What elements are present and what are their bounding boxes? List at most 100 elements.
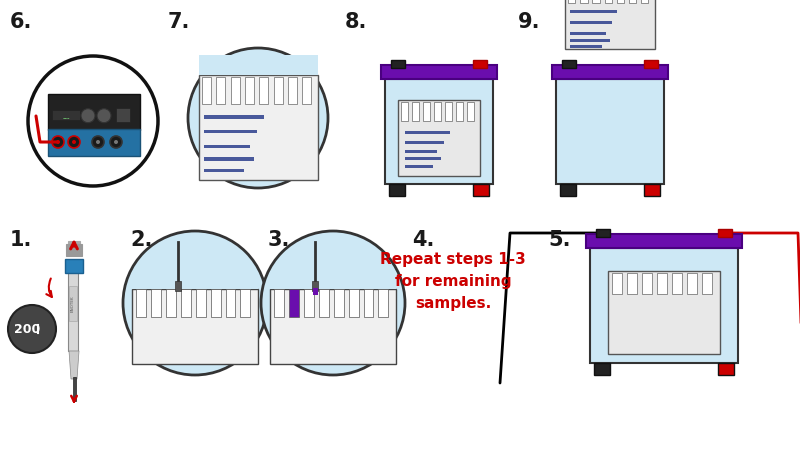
Text: 7.: 7. — [168, 12, 190, 32]
Circle shape — [72, 141, 76, 145]
Bar — [205, 116, 264, 120]
Bar — [586, 235, 742, 249]
Bar — [198, 75, 318, 180]
Bar — [570, 41, 610, 43]
Bar — [274, 289, 284, 318]
Bar — [658, 273, 666, 295]
Text: 4.: 4. — [412, 230, 434, 249]
Bar — [181, 289, 190, 318]
Bar — [385, 80, 493, 184]
Bar — [565, 0, 655, 50]
Bar — [289, 289, 299, 318]
Circle shape — [52, 137, 64, 149]
Bar — [389, 184, 405, 197]
Bar — [556, 80, 664, 184]
Bar — [687, 273, 697, 295]
Bar — [270, 271, 396, 289]
Circle shape — [8, 305, 56, 353]
Bar — [445, 102, 452, 122]
Bar — [629, 0, 636, 5]
Bar — [217, 78, 225, 105]
Circle shape — [28, 57, 158, 187]
Bar — [68, 272, 78, 351]
Text: 2.: 2. — [130, 230, 152, 249]
Bar — [473, 61, 487, 69]
Bar — [405, 132, 450, 135]
Circle shape — [123, 231, 267, 375]
Bar — [205, 158, 254, 161]
Bar — [405, 151, 438, 154]
Text: 9.: 9. — [518, 12, 541, 32]
Bar — [52, 111, 80, 121]
Bar — [69, 286, 77, 321]
Circle shape — [56, 141, 60, 145]
Circle shape — [68, 137, 80, 149]
Bar — [270, 289, 396, 364]
Bar — [313, 288, 318, 295]
Bar — [718, 230, 732, 238]
Bar — [467, 102, 474, 122]
Bar — [378, 289, 388, 318]
Circle shape — [188, 49, 328, 189]
Circle shape — [114, 141, 118, 145]
Bar — [405, 166, 434, 169]
Bar — [226, 289, 235, 318]
Bar — [198, 56, 318, 75]
Text: 1.: 1. — [10, 230, 32, 249]
Bar — [48, 95, 140, 131]
Bar — [702, 273, 712, 295]
Bar — [570, 32, 606, 36]
Bar — [319, 289, 329, 318]
Bar — [230, 78, 239, 105]
Bar — [456, 102, 463, 122]
Bar — [434, 102, 441, 122]
Circle shape — [81, 110, 95, 124]
Bar — [570, 46, 602, 49]
Bar — [304, 289, 314, 318]
Circle shape — [92, 137, 104, 149]
Bar — [363, 289, 374, 318]
Bar — [398, 101, 480, 176]
Bar — [473, 184, 489, 197]
Bar — [48, 129, 140, 156]
Bar — [552, 66, 668, 80]
Bar — [644, 61, 658, 69]
Bar — [391, 61, 405, 69]
Text: 3.: 3. — [268, 230, 290, 249]
Bar — [405, 158, 441, 161]
Bar — [202, 78, 211, 105]
Bar — [590, 249, 738, 363]
Bar — [570, 11, 618, 14]
Bar — [596, 230, 610, 238]
Bar — [136, 289, 146, 318]
Bar — [617, 0, 624, 5]
Bar — [605, 0, 612, 5]
Bar — [302, 78, 311, 105]
Bar — [405, 142, 444, 144]
Bar — [312, 281, 318, 291]
Bar — [612, 273, 622, 295]
Bar — [594, 363, 610, 375]
Bar — [151, 289, 161, 318]
Bar — [132, 271, 258, 289]
Bar — [166, 289, 176, 318]
Bar — [73, 377, 76, 401]
Bar — [593, 0, 600, 5]
Bar — [644, 184, 660, 197]
Bar — [334, 289, 344, 318]
Bar — [580, 0, 587, 5]
Bar — [288, 78, 297, 105]
Bar — [641, 0, 648, 5]
Bar — [116, 109, 130, 123]
Bar — [196, 289, 206, 318]
Bar — [205, 170, 244, 173]
Bar — [245, 78, 254, 105]
Text: 200: 200 — [14, 323, 40, 336]
Bar — [65, 259, 83, 273]
Bar — [642, 273, 652, 295]
Bar — [241, 289, 250, 318]
Text: ENOTEK: ENOTEK — [71, 295, 75, 312]
Bar — [562, 61, 576, 69]
Bar — [259, 78, 268, 105]
Bar — [66, 244, 82, 257]
